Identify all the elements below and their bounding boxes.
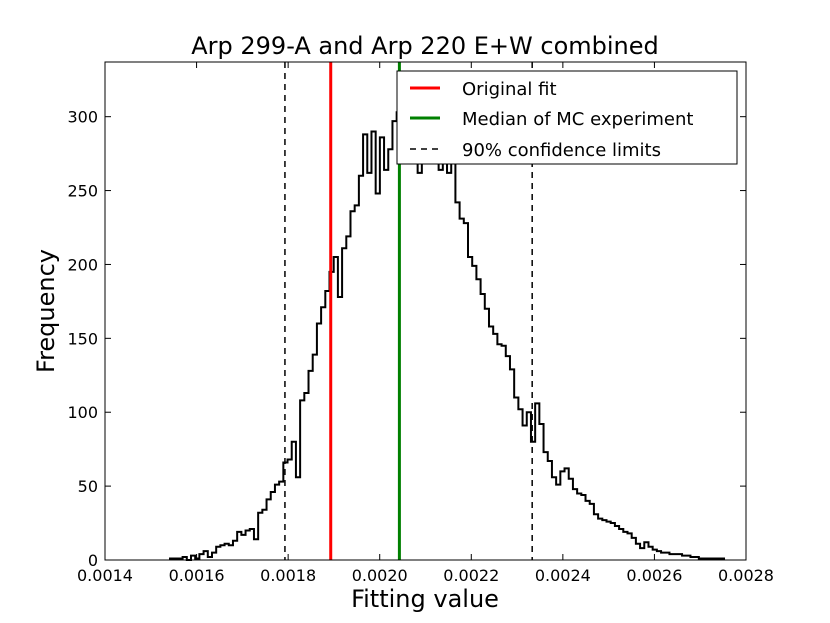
y-tick-label: 100 xyxy=(67,403,98,422)
x-tick-label: 0.0018 xyxy=(260,566,316,585)
y-tick-label: 150 xyxy=(67,329,98,348)
legend-label-original-fit: Original fit xyxy=(462,79,557,100)
axis-ticks: 0.0014 0.0016 0.0018 0.0020 0.0022 0.0024 0.00… xyxy=(67,62,774,585)
y-tick-label: 300 xyxy=(67,108,98,127)
y-tick-label: 250 xyxy=(67,182,98,201)
x-axis-title: Fitting value xyxy=(351,585,499,613)
legend: Original fit Median of MC experiment 90%… xyxy=(396,70,738,165)
x-tick-label: 0.0024 xyxy=(535,566,591,585)
x-tick-label: 0.0020 xyxy=(352,566,408,585)
plot-frame xyxy=(104,61,747,561)
legend-entry-original-fit: Original fit xyxy=(410,79,557,100)
legend-box xyxy=(396,70,738,165)
x-tick-label: 0.0014 xyxy=(77,566,133,585)
chart-title: Arp 299-A and Arp 220 E+W combined xyxy=(191,32,659,60)
legend-entry-confidence: 90% confidence limits xyxy=(410,140,661,161)
legend-label-median: Median of MC experiment xyxy=(462,109,693,130)
y-tick-label: 200 xyxy=(67,255,98,274)
legend-entry-median: Median of MC experiment xyxy=(410,109,693,130)
legend-label-confidence: 90% confidence limits xyxy=(462,140,661,161)
y-tick-label: 50 xyxy=(78,477,98,496)
x-tick-label: 0.0028 xyxy=(718,566,774,585)
x-tick-label: 0.0022 xyxy=(443,566,499,585)
y-tick-label: 0 xyxy=(88,551,98,570)
x-tick-label: 0.0026 xyxy=(626,566,682,585)
y-axis-title: Frequency xyxy=(32,249,60,373)
x-tick-label: 0.0016 xyxy=(169,566,225,585)
